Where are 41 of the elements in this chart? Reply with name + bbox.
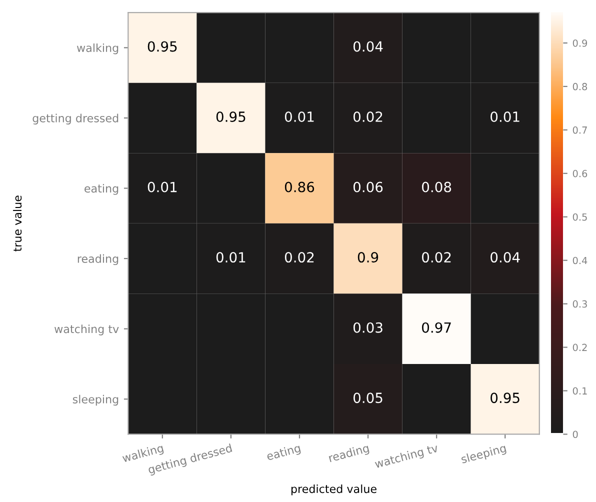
data-label: 0.02 <box>422 252 451 263</box>
color-bar-label: 0.1 <box>572 387 587 395</box>
y-tick-label: eating <box>84 184 118 195</box>
y-tick-label: watching tv <box>54 324 119 336</box>
data-label: 0.04 <box>490 252 520 263</box>
color-bar-label: 0.3 <box>572 300 587 308</box>
x-tick-label: watching tv <box>374 443 440 470</box>
data-label: 0.86 <box>284 182 314 192</box>
x-tick-label: reading <box>328 444 370 464</box>
y-tick-label: getting dressed <box>32 114 118 124</box>
color-bar-label: 0.8 <box>572 82 588 90</box>
data-label: 0.95 <box>216 111 246 122</box>
color-bar-label: 0.4 <box>572 256 588 264</box>
data-label: 0.04 <box>353 41 383 52</box>
color-bar-label: 0.9 <box>572 39 588 47</box>
data-label: 0.97 <box>422 322 451 333</box>
data-label: 0.01 <box>284 111 314 122</box>
color-bar-label: 0.2 <box>572 344 587 352</box>
y-axis-title: true value <box>13 196 22 252</box>
data-label: 0.9 <box>358 252 378 263</box>
color-bar-label: 0.6 <box>572 170 588 178</box>
data-label: 0.03 <box>353 322 382 333</box>
data-label: 0.01 <box>216 252 246 263</box>
data-label: 0.08 <box>422 182 452 192</box>
y-tick-label: sleeping <box>72 394 118 406</box>
data-label: 0.95 <box>490 392 520 404</box>
color-bar-label: 0 <box>572 430 578 438</box>
data-label: 0.95 <box>148 41 177 52</box>
data-label: 0.01 <box>490 111 520 122</box>
x-axis-title: predicted value <box>291 484 376 496</box>
data-label: 0.06 <box>353 182 383 192</box>
x-tick-label: eating <box>266 444 302 463</box>
data-label: 0.02 <box>353 111 382 122</box>
data-label: 0.05 <box>353 392 382 404</box>
data-label: 0.01 <box>148 182 177 192</box>
color-bar-label: 0.5 <box>572 213 587 221</box>
data-label: 0.02 <box>284 252 314 263</box>
x-tick-label: sleeping <box>460 444 507 466</box>
y-tick-label: reading <box>78 254 118 266</box>
y-tick-label: walking <box>76 43 118 54</box>
color-bar-label: 0.7 <box>572 126 587 134</box>
